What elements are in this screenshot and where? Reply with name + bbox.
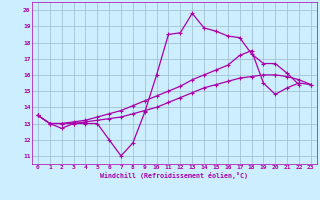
X-axis label: Windchill (Refroidissement éolien,°C): Windchill (Refroidissement éolien,°C) <box>100 172 248 179</box>
